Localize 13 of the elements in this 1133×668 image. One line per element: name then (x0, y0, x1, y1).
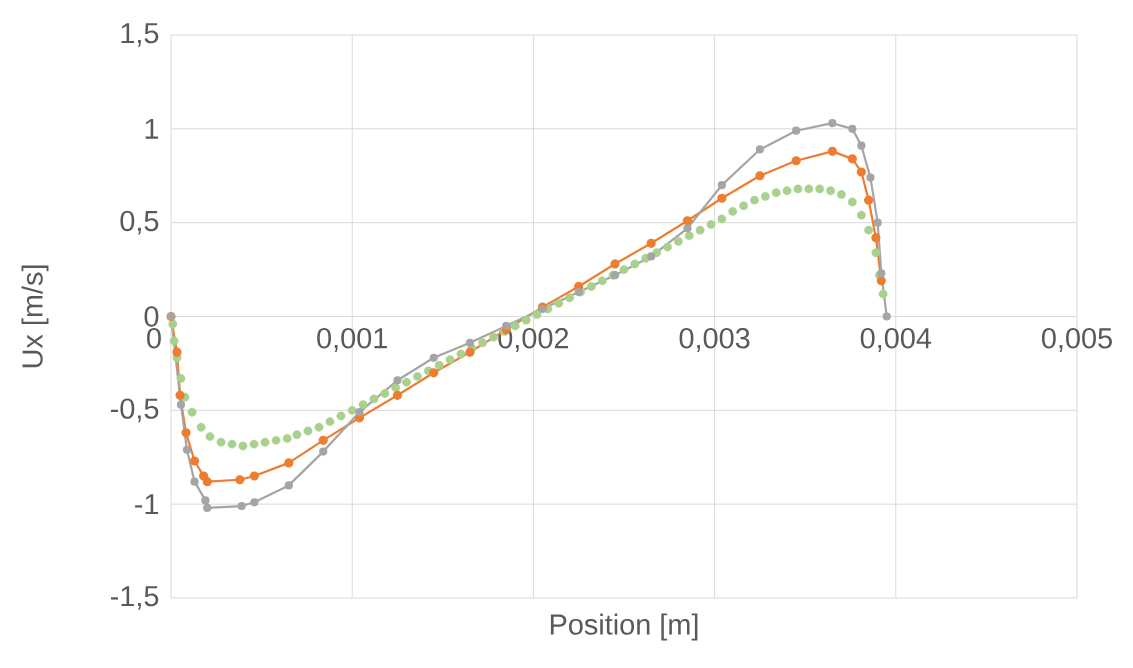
y-tick-label: 0 (144, 306, 159, 327)
y-axis-title: Ux [m/s] (21, 265, 49, 368)
x-tick-label: 0,001 (317, 328, 387, 352)
x-tick-label: 0,003 (679, 328, 750, 352)
x-axis-title: Position [m] (550, 613, 698, 641)
y-tick-label: -0,5 (110, 398, 159, 423)
x-tick-label: 0,004 (860, 328, 932, 352)
x-tick-label: 0,005 (1041, 328, 1112, 352)
y-tick-label: 0,5 (120, 210, 159, 235)
y-tick-label: 1 (145, 118, 159, 139)
y-tick-label: 1,5 (121, 23, 159, 47)
y-tick-label: -1 (135, 494, 159, 515)
y-tick-label: -1,5 (110, 586, 159, 610)
